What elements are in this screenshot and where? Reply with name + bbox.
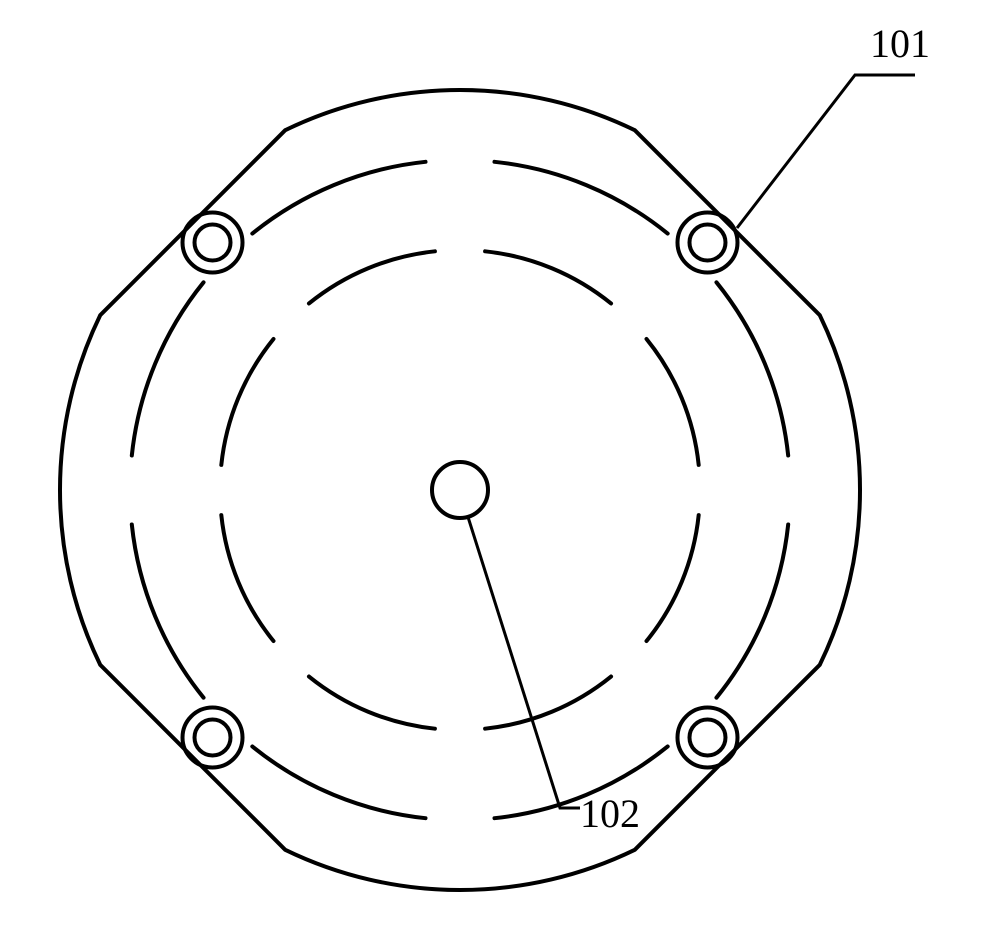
bolt-hole-outer-3	[183, 213, 243, 273]
bolt-hole-inner-4	[689, 225, 725, 261]
outer-boundary	[60, 90, 860, 890]
dashed-circle-1-seg	[716, 524, 788, 697]
dashed-circle-2-seg	[485, 251, 611, 303]
dashed-circle-2-seg	[647, 515, 699, 641]
center-hole	[432, 462, 488, 518]
label-102: 102	[580, 790, 640, 837]
dashed-circle-2-seg	[309, 677, 435, 729]
dashed-circle-1-seg	[252, 162, 425, 234]
bolt-hole-inner-1	[689, 719, 725, 755]
bolt-hole-outer-2	[183, 707, 243, 767]
dashed-circle-2-seg	[485, 677, 611, 729]
dashed-circle-2-seg	[221, 339, 273, 465]
dashed-circle-2-seg	[647, 339, 699, 465]
bolt-hole-inner-3	[195, 225, 231, 261]
dashed-circle-1-seg	[132, 282, 204, 455]
diagram-svg	[0, 0, 1005, 925]
leader-line-101	[737, 75, 915, 228]
dashed-circle-1-seg	[494, 162, 667, 234]
dashed-circle-2-seg	[221, 515, 273, 641]
dashed-circle-1-seg	[716, 282, 788, 455]
dashed-circle-2-seg	[309, 251, 435, 303]
leader-line-102	[468, 517, 580, 808]
bolt-hole-inner-2	[195, 719, 231, 755]
label-101: 101	[870, 20, 930, 67]
dashed-circle-1-seg	[252, 746, 425, 818]
dashed-circle-1-seg	[132, 524, 204, 697]
technical-diagram	[0, 0, 1005, 925]
bolt-hole-outer-4	[677, 213, 737, 273]
bolt-hole-outer-1	[677, 707, 737, 767]
